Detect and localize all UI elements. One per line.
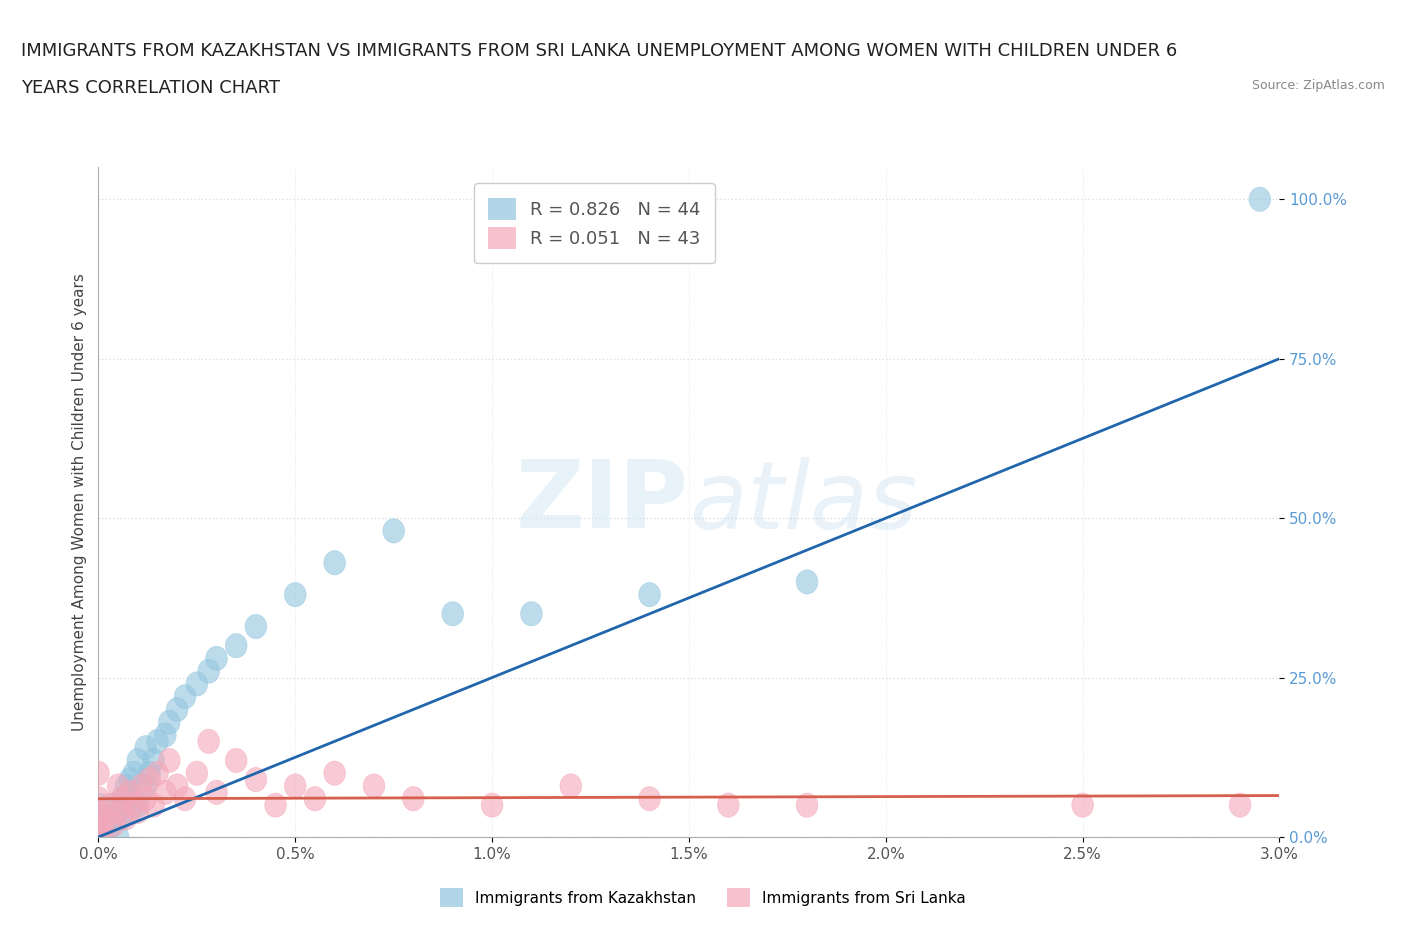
Ellipse shape bbox=[323, 551, 346, 575]
Ellipse shape bbox=[186, 671, 208, 696]
Ellipse shape bbox=[143, 793, 165, 817]
Ellipse shape bbox=[124, 761, 145, 785]
Ellipse shape bbox=[111, 787, 132, 811]
Ellipse shape bbox=[127, 793, 149, 817]
Ellipse shape bbox=[382, 519, 405, 543]
Ellipse shape bbox=[1249, 187, 1271, 211]
Ellipse shape bbox=[146, 761, 169, 785]
Ellipse shape bbox=[186, 761, 208, 785]
Ellipse shape bbox=[225, 633, 247, 658]
Ellipse shape bbox=[87, 812, 110, 836]
Ellipse shape bbox=[481, 793, 503, 817]
Ellipse shape bbox=[87, 825, 110, 849]
Ellipse shape bbox=[796, 570, 818, 594]
Ellipse shape bbox=[135, 736, 156, 760]
Ellipse shape bbox=[304, 787, 326, 811]
Ellipse shape bbox=[520, 602, 543, 626]
Ellipse shape bbox=[796, 793, 818, 817]
Ellipse shape bbox=[1229, 793, 1251, 817]
Ellipse shape bbox=[135, 787, 156, 811]
Legend: R = 0.826   N = 44, R = 0.051   N = 43: R = 0.826 N = 44, R = 0.051 N = 43 bbox=[474, 183, 714, 263]
Ellipse shape bbox=[111, 805, 132, 830]
Ellipse shape bbox=[174, 787, 195, 811]
Ellipse shape bbox=[131, 774, 153, 798]
Ellipse shape bbox=[225, 749, 247, 773]
Ellipse shape bbox=[198, 729, 219, 753]
Ellipse shape bbox=[146, 729, 169, 753]
Ellipse shape bbox=[284, 774, 307, 798]
Ellipse shape bbox=[87, 793, 110, 817]
Ellipse shape bbox=[115, 774, 136, 798]
Ellipse shape bbox=[363, 774, 385, 798]
Ellipse shape bbox=[96, 812, 117, 836]
Ellipse shape bbox=[143, 749, 165, 773]
Ellipse shape bbox=[198, 659, 219, 684]
Ellipse shape bbox=[139, 761, 160, 785]
Ellipse shape bbox=[323, 761, 346, 785]
Ellipse shape bbox=[155, 780, 176, 804]
Legend: Immigrants from Kazakhstan, Immigrants from Sri Lanka: Immigrants from Kazakhstan, Immigrants f… bbox=[434, 883, 972, 913]
Ellipse shape bbox=[717, 793, 740, 817]
Ellipse shape bbox=[120, 800, 141, 824]
Ellipse shape bbox=[104, 812, 125, 836]
Ellipse shape bbox=[127, 749, 149, 773]
Ellipse shape bbox=[245, 767, 267, 791]
Ellipse shape bbox=[124, 793, 145, 817]
Ellipse shape bbox=[139, 767, 160, 791]
Ellipse shape bbox=[166, 698, 188, 722]
Ellipse shape bbox=[120, 767, 141, 791]
Ellipse shape bbox=[124, 787, 145, 811]
Ellipse shape bbox=[100, 816, 121, 840]
Ellipse shape bbox=[402, 787, 425, 811]
Ellipse shape bbox=[100, 793, 121, 817]
Ellipse shape bbox=[115, 793, 136, 817]
Y-axis label: Unemployment Among Women with Children Under 6 years: Unemployment Among Women with Children U… bbox=[72, 273, 87, 731]
Ellipse shape bbox=[284, 582, 307, 606]
Ellipse shape bbox=[120, 780, 141, 804]
Text: ZIP: ZIP bbox=[516, 457, 689, 548]
Ellipse shape bbox=[638, 582, 661, 606]
Ellipse shape bbox=[1071, 793, 1094, 817]
Ellipse shape bbox=[107, 774, 129, 798]
Ellipse shape bbox=[107, 800, 129, 824]
Ellipse shape bbox=[441, 602, 464, 626]
Ellipse shape bbox=[87, 805, 110, 830]
Ellipse shape bbox=[205, 646, 228, 671]
Ellipse shape bbox=[159, 711, 180, 735]
Ellipse shape bbox=[104, 805, 125, 830]
Ellipse shape bbox=[264, 793, 287, 817]
Ellipse shape bbox=[205, 780, 228, 804]
Ellipse shape bbox=[87, 825, 110, 849]
Ellipse shape bbox=[127, 800, 149, 824]
Ellipse shape bbox=[87, 787, 110, 811]
Ellipse shape bbox=[115, 805, 136, 830]
Ellipse shape bbox=[111, 787, 132, 811]
Ellipse shape bbox=[245, 615, 267, 639]
Ellipse shape bbox=[159, 749, 180, 773]
Text: Source: ZipAtlas.com: Source: ZipAtlas.com bbox=[1251, 79, 1385, 92]
Ellipse shape bbox=[107, 800, 129, 824]
Ellipse shape bbox=[166, 774, 188, 798]
Ellipse shape bbox=[107, 825, 129, 849]
Ellipse shape bbox=[96, 805, 117, 830]
Ellipse shape bbox=[155, 723, 176, 747]
Ellipse shape bbox=[91, 818, 114, 843]
Text: YEARS CORRELATION CHART: YEARS CORRELATION CHART bbox=[21, 79, 280, 97]
Ellipse shape bbox=[87, 761, 110, 785]
Ellipse shape bbox=[87, 800, 110, 824]
Ellipse shape bbox=[135, 774, 156, 798]
Ellipse shape bbox=[87, 818, 110, 843]
Ellipse shape bbox=[87, 812, 110, 836]
Ellipse shape bbox=[560, 774, 582, 798]
Ellipse shape bbox=[96, 822, 117, 846]
Ellipse shape bbox=[638, 787, 661, 811]
Ellipse shape bbox=[174, 684, 195, 709]
Ellipse shape bbox=[104, 793, 125, 817]
Text: atlas: atlas bbox=[689, 457, 917, 548]
Text: IMMIGRANTS FROM KAZAKHSTAN VS IMMIGRANTS FROM SRI LANKA UNEMPLOYMENT AMONG WOMEN: IMMIGRANTS FROM KAZAKHSTAN VS IMMIGRANTS… bbox=[21, 42, 1177, 60]
